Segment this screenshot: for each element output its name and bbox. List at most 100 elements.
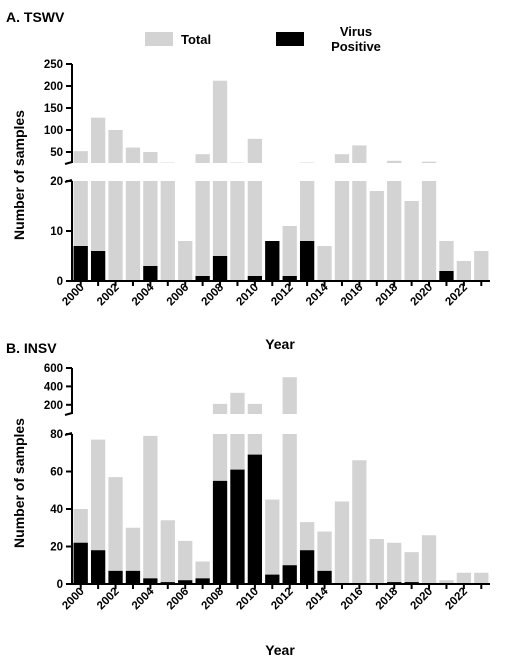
bar-total-lower (143, 181, 158, 281)
legend-label-line: Virus (340, 24, 372, 39)
bar-virus-positive (282, 276, 297, 281)
bar-total (178, 540, 193, 584)
bar-virus-positive (282, 565, 297, 584)
y-tick-label: 80 (50, 429, 63, 441)
bar-virus-positive (317, 570, 332, 584)
bar-total-upper (421, 161, 437, 163)
bar-total-upper (143, 152, 158, 163)
axis-break-mark (64, 161, 73, 165)
y-tick-label: 100 (44, 125, 63, 137)
y-tick-label: 200 (44, 81, 63, 93)
bar-total-upper (247, 403, 263, 414)
panel-a-title: A. TSWV (6, 9, 65, 25)
bar-total (317, 246, 332, 281)
panel-a-y-axis-title: Number of samples (11, 110, 27, 240)
bar-total (439, 580, 454, 584)
bar-virus-positive (73, 246, 88, 281)
bar-total-upper (212, 80, 228, 163)
bar-total-upper (73, 151, 88, 163)
bar-total (456, 261, 472, 281)
y-tick-label: 600 (44, 363, 63, 375)
bar-total-lower (160, 181, 175, 281)
bar-virus-positive (265, 241, 280, 281)
panel-b-x-axis-title: Year (265, 642, 295, 658)
x-tick-label: 2004 (130, 281, 157, 308)
bar-virus-positive (178, 580, 193, 584)
bar-total (125, 527, 141, 584)
bar-total-lower (195, 181, 210, 281)
x-tick-label: 2000 (60, 586, 87, 613)
bar-total (90, 439, 106, 584)
bar-total-lower (230, 181, 245, 281)
bar-total-lower (352, 181, 367, 281)
bar-total-upper (247, 138, 263, 163)
bar-total (282, 226, 297, 281)
bar-total (108, 477, 123, 584)
bar-virus-positive (143, 266, 158, 281)
bar-total (369, 539, 384, 584)
legend-swatch-total (145, 32, 173, 46)
bar-total (369, 191, 384, 281)
x-tick-label: 2008 (200, 281, 227, 308)
y-tick-label: 0 (57, 579, 63, 591)
bar-total (334, 501, 350, 584)
x-tick-label: 2014 (304, 585, 331, 612)
bar-total-upper (352, 145, 367, 163)
bar-total (404, 552, 419, 584)
x-tick-label: 2002 (95, 586, 122, 613)
bar-total (352, 460, 367, 584)
panel-b-plot: 0 20 40 60 80 200 400 600 2000 2002 2004 2006 2008 20… (44, 363, 490, 612)
bar-virus-positive (90, 251, 106, 281)
bar-virus-positive (195, 578, 210, 584)
bar-total-upper (90, 117, 106, 163)
legend: Total Virus Positive (145, 24, 381, 54)
legend-label-total: Total (181, 32, 211, 47)
legend-label-line: Positive (331, 39, 381, 54)
panel-a-x-axis-title: Year (265, 336, 295, 352)
y-tick-label: 40 (50, 504, 63, 516)
bar-total (387, 542, 402, 584)
x-tick-label: 2014 (304, 281, 331, 308)
bar-total-upper (282, 377, 297, 414)
bar-virus-positive (299, 550, 315, 584)
panel-a: A. TSWV Total Virus Positive Number of sa… (6, 9, 490, 352)
y-tick-label: 150 (44, 103, 63, 115)
bar-total (456, 572, 472, 584)
bar-virus-positive (212, 256, 228, 281)
bar-total-upper (387, 160, 402, 163)
x-tick-label: 2008 (200, 585, 227, 612)
bar-virus-positive (439, 271, 454, 281)
bar-virus-positive (73, 542, 88, 584)
bar-virus-positive (125, 570, 141, 584)
x-tick-label: 2000 (60, 282, 87, 309)
x-tick-label: 2010 (234, 586, 261, 613)
x-tick-label: 2004 (130, 585, 157, 612)
x-tick-label: 2022 (443, 586, 470, 613)
bar-total (265, 499, 280, 584)
x-tick-label: 2012 (269, 586, 296, 613)
bar-total (474, 572, 489, 584)
y-tick-label: 50 (50, 147, 63, 159)
y-tick-label: 0 (57, 276, 63, 288)
bar-total-lower (421, 181, 437, 281)
bar-total-lower (387, 181, 402, 281)
legend-label-virus-positive: Virus Positive (331, 24, 381, 54)
bar-total-upper (125, 147, 141, 163)
panel-b: B. INSV Number of samples Year 0 20 40 60 80… (6, 340, 490, 658)
bar-total-lower (247, 181, 263, 281)
x-tick-label: 2018 (374, 281, 401, 308)
bar-virus-positive (90, 550, 106, 584)
bar-total-upper (334, 154, 350, 163)
bar-virus-positive (108, 570, 123, 584)
y-tick-label: 200 (44, 400, 63, 412)
bar-total-upper (108, 130, 123, 163)
bar-total-lower (282, 434, 297, 584)
bar-total-lower (125, 181, 141, 281)
bar-virus-positive (195, 276, 210, 281)
bar-virus-positive (299, 241, 315, 281)
bar-total-upper (195, 154, 210, 163)
panel-b-y-axis-title: Number of samples (11, 418, 27, 548)
bar-total (160, 520, 175, 584)
